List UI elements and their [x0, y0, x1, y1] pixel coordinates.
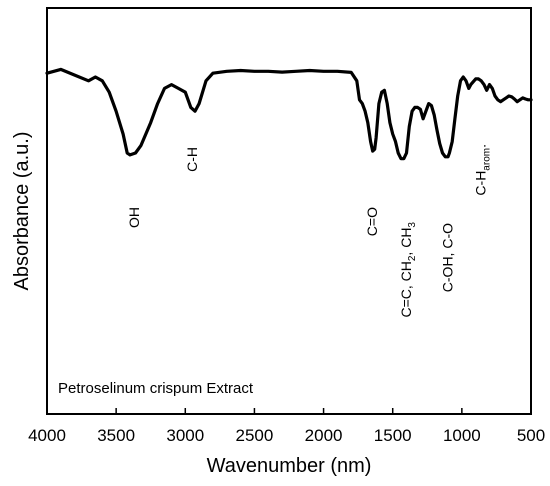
peak-annotation: C-Harom.: [473, 144, 493, 196]
peak-annotation: C-H: [184, 147, 200, 172]
peak-annotations: OHC-HC=OC=C, CH2, CH3 C-OH, C-OC-Harom.: [126, 144, 492, 318]
x-tick-label: 500: [517, 426, 545, 445]
annotation-part: .: [473, 144, 489, 148]
x-ticks: [46, 408, 532, 414]
y-axis-title: Absorbance (a.u.): [11, 132, 33, 291]
x-tick-labels: 4000 3500 3000 2500 2000 1500 1000 500: [28, 426, 545, 445]
x-axis-title: Wavenumber (nm): [207, 455, 372, 477]
x-tick-label: 4000: [28, 426, 66, 445]
peak-annotation: C=C, CH2, CH3: [398, 222, 418, 318]
sample-label: Petroselinum crispum Extract: [58, 380, 254, 397]
x-tick-label: 1500: [374, 426, 412, 445]
annotation-part: 2: [407, 255, 418, 261]
x-tick-label: 3500: [97, 426, 135, 445]
peak-annotation: OH: [126, 207, 142, 228]
x-tick-label: 2500: [236, 426, 274, 445]
annotation-part: 3: [407, 222, 418, 228]
peak-annotation: C=O: [364, 207, 380, 236]
annotation-part: C-H: [473, 171, 489, 196]
peak-annotation: C-OH, C-O: [439, 223, 455, 292]
spectrum-line: [45, 67, 533, 161]
x-tick-label: 1000: [443, 426, 481, 445]
plot-frame: [46, 7, 532, 415]
annotation-part: C=C, CH: [398, 261, 414, 317]
annotation-part: , CH: [398, 228, 414, 256]
annotation-part: arom: [482, 148, 493, 171]
x-tick-label: 2000: [305, 426, 343, 445]
x-tick-label: 3000: [166, 426, 204, 445]
